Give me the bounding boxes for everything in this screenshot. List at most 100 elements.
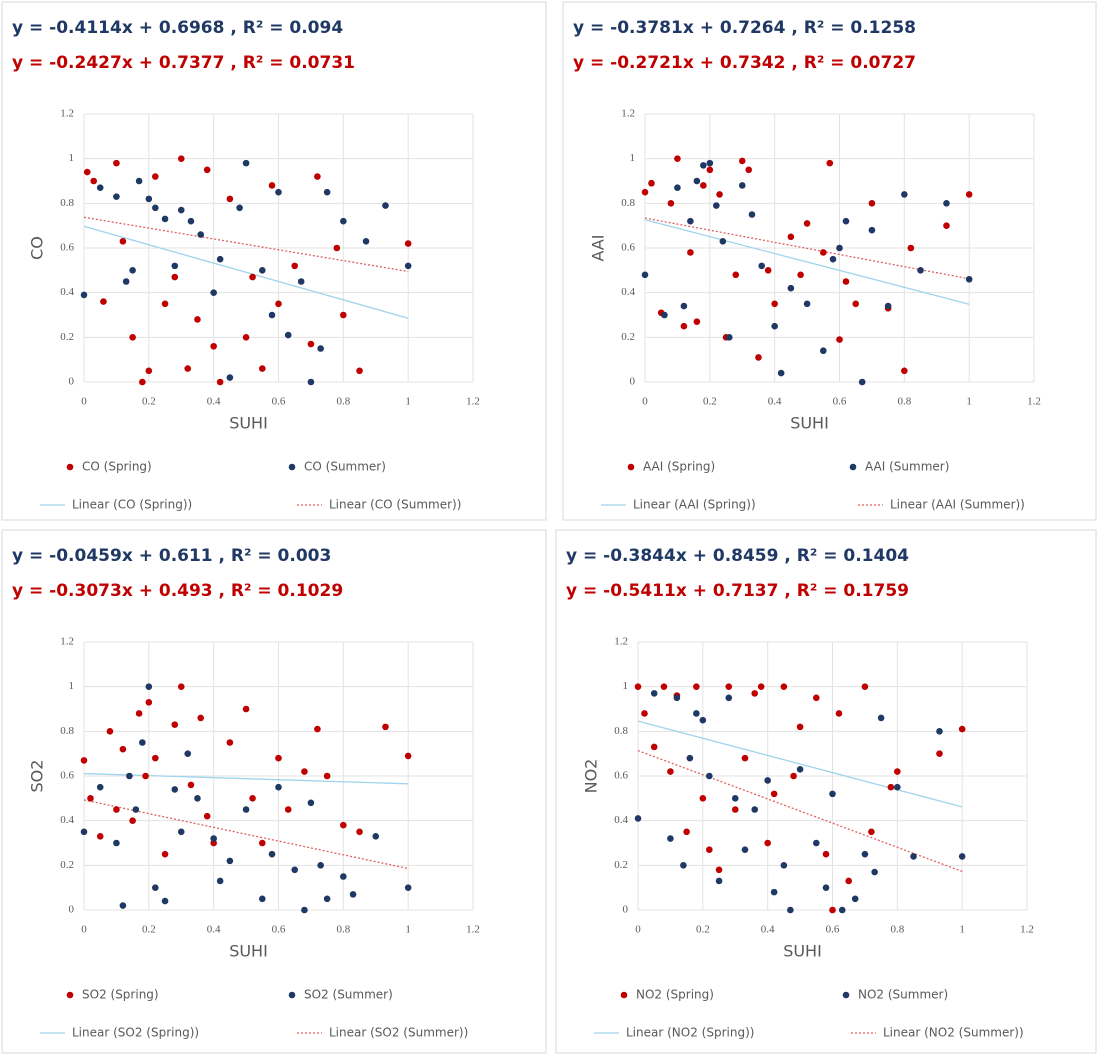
- point: [822, 850, 830, 858]
- point: [693, 318, 701, 326]
- point: [706, 159, 714, 167]
- y-axis-label: AAI: [589, 234, 608, 261]
- point: [307, 799, 315, 807]
- y-tick-label: 1: [69, 152, 75, 164]
- y-tick-label: 0.4: [60, 814, 74, 826]
- point: [757, 683, 765, 690]
- point: [291, 866, 299, 874]
- point: [197, 231, 204, 238]
- point: [171, 273, 179, 281]
- point: [87, 795, 94, 802]
- point: [90, 177, 98, 185]
- point: [161, 850, 169, 858]
- point: [268, 311, 276, 319]
- point: [216, 378, 224, 386]
- x-tick-label: 0.4: [761, 924, 775, 936]
- point: [641, 188, 649, 196]
- point: [152, 173, 159, 180]
- y-tick-label: 1.2: [60, 108, 74, 120]
- point: [80, 828, 88, 836]
- point: [323, 895, 331, 903]
- point: [868, 200, 876, 207]
- point: [145, 367, 153, 375]
- point: [858, 378, 866, 386]
- x-tick-label: 0.2: [142, 396, 156, 408]
- point: [226, 739, 234, 746]
- point: [693, 683, 700, 690]
- point: [715, 866, 723, 874]
- point: [171, 262, 179, 270]
- point: [693, 710, 700, 717]
- point: [738, 157, 746, 165]
- point: [780, 683, 788, 690]
- point: [741, 846, 749, 853]
- point: [917, 267, 924, 274]
- trendline: [644, 217, 970, 280]
- y-tick-label: 0: [623, 904, 629, 916]
- point: [764, 267, 772, 274]
- point: [770, 790, 778, 798]
- equation: y = -0.5411x + 0.7137 , R² = 0.1759: [566, 581, 909, 601]
- point: [674, 184, 681, 191]
- point: [907, 244, 915, 252]
- x-tick-label: 0.8: [890, 924, 904, 936]
- y-tick-label: 0.4: [621, 286, 635, 298]
- point: [307, 378, 315, 386]
- point: [680, 302, 688, 310]
- y-tick-label: 0.6: [621, 242, 635, 254]
- point: [372, 833, 380, 840]
- x-axis-label: SUHI: [229, 942, 268, 961]
- point: [829, 790, 836, 798]
- point: [404, 262, 412, 270]
- y-tick-label: 0.6: [60, 242, 74, 254]
- x-tick-label: 0.2: [696, 924, 710, 936]
- point: [838, 906, 846, 914]
- point: [145, 683, 153, 690]
- point: [187, 781, 195, 789]
- point: [716, 191, 723, 198]
- point: [790, 772, 797, 780]
- legend-label: Linear (AAI (Spring)): [633, 498, 756, 512]
- point: [871, 868, 878, 876]
- point: [936, 728, 943, 735]
- point: [687, 217, 694, 225]
- point: [349, 891, 357, 898]
- point: [738, 182, 746, 189]
- point: [706, 166, 714, 174]
- point: [797, 271, 804, 279]
- point: [122, 278, 130, 285]
- point: [680, 322, 688, 330]
- point: [129, 267, 136, 274]
- y-tick-label: 0.8: [60, 197, 74, 209]
- y-tick-label: 0.8: [60, 725, 74, 737]
- point: [106, 728, 114, 735]
- point: [242, 159, 250, 167]
- point: [177, 155, 185, 162]
- point: [673, 694, 681, 702]
- point: [258, 839, 266, 847]
- point: [119, 745, 127, 753]
- point: [249, 795, 256, 802]
- point: [275, 754, 282, 762]
- point: [787, 233, 795, 241]
- point: [135, 177, 143, 185]
- point: [268, 850, 276, 858]
- point: [177, 206, 185, 214]
- point: [216, 255, 224, 263]
- panel-border: [1, 529, 547, 1054]
- point: [284, 331, 292, 339]
- y-tick-label: 0.4: [60, 286, 74, 298]
- y-tick-label: 0.2: [60, 859, 74, 871]
- y-tick-label: 1.2: [614, 636, 628, 648]
- point: [307, 340, 315, 348]
- x-tick-label: 1: [966, 396, 972, 408]
- point: [764, 777, 771, 784]
- point: [842, 278, 850, 285]
- x-tick-label: 0.4: [207, 924, 221, 936]
- point: [748, 211, 756, 218]
- point: [96, 184, 104, 191]
- point: [258, 267, 266, 274]
- point: [152, 754, 159, 762]
- point: [113, 839, 120, 847]
